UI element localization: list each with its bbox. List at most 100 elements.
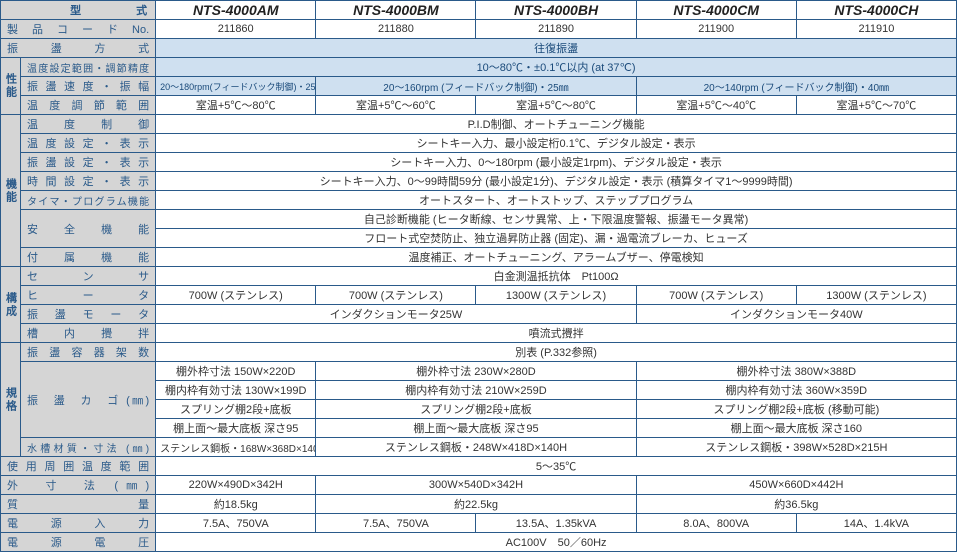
rack-label: 振 盪 容 器 架 数 [21,343,156,362]
row-aux: 付 属 機 能 温度補正、オートチューニング、アラームブザー、停電検知 [1,248,957,267]
model-1: NTS-4000BM [316,1,476,20]
temp-set-value: シートキー入力、最小設定桁0.1℃、デジタル設定・表示 [156,134,957,153]
osc-set-label: 振 盪 設 定 ・ 表 示 [21,153,156,172]
timer-label: タイマ・プログラム機能 [21,191,156,210]
row-osc-set: 振 盪 設 定 ・ 表 示 シートキー入力、0～180rpm (最小設定1rpm… [1,153,957,172]
code-0: 211860 [156,20,316,39]
row-sensor: 構成 セ ン サ 白金測温抵抗体 Pt100Ω [1,267,957,286]
stir-value: 噴流式攪拌 [156,324,957,343]
temp-adj-5: 室温+5℃～70℃ [796,96,956,115]
osc-speed-label: 振 盪 速 度 ・ 振 幅 [21,77,156,96]
row-temp-range: 性能 温度設定範囲・調節精度 10～80℃・±0.1℃以内 (at 37℃) [1,58,957,77]
tank-c: ステンレス鋼板・398W×528D×215H [636,438,956,457]
safety-l2: フロート式空焚防止、独立過昇防止器 (固定)、漏・過電流ブレーカ、ヒューズ [156,229,957,248]
basket-2b: 棚内枠有効寸法 210W×259D [316,381,636,400]
row-temp-ctrl: 機能 温 度 制 御 P.I.D制御、オートチューニング機能 [1,115,957,134]
tank-label: 水槽材質・寸法 (㎜) [21,438,156,457]
basket-1a: 棚外枠寸法 150W×220D [156,362,316,381]
voltage-label: 電 源 電 圧 [1,533,156,552]
basket-3b: スプリング棚2段+底板 [316,400,636,419]
spec-table: 型 式 NTS-4000AM NTS-4000BM NTS-4000BH NTS… [0,0,957,552]
heater-5: 1300W (ステンレス) [796,286,956,305]
basket-4b: 棚上面～最大底板 深さ95 [316,419,636,438]
temp-adj-1: 室温+5℃～80℃ [156,96,316,115]
code-1: 211880 [316,20,476,39]
heater-label: ヒ ー タ [21,286,156,305]
heater-4: 700W (ステンレス) [636,286,796,305]
osc-speed-3: 20～140rpm (フィードバック制御)・40㎜ [636,77,956,96]
stir-label: 槽 内 攪 拌 [21,324,156,343]
power-1: 7.5A、750VA [156,514,316,533]
group-spec: 規格 [1,343,21,457]
row-temp-adj: 温 度 調 節 範 囲 室温+5℃～80℃ 室温+5℃～60℃ 室温+5℃～80… [1,96,957,115]
safety-label: 安 全 機 能 [21,210,156,248]
sensor-value: 白金測温抵抗体 Pt100Ω [156,267,957,286]
time-set-label: 時 間 設 定 ・ 表 示 [21,172,156,191]
group-comp: 構成 [1,267,21,343]
dims-c: 450W×660D×442H [636,476,956,495]
row-dims: 外 寸 法 (㎜) 220W×490D×342H 300W×540D×342H … [1,476,957,495]
code-4: 211910 [796,20,956,39]
power-4: 8.0A、800VA [636,514,796,533]
temp-adj-4: 室温+5℃～40℃ [636,96,796,115]
mass-c: 約36.5kg [636,495,956,514]
rack-value: 別表 (P.332参照) [156,343,957,362]
motor-label: 振 盪 モ ー タ [21,305,156,324]
row-power: 電 源 入 力 7.5A、750VA 7.5A、750VA 13.5A、1.35… [1,514,957,533]
heater-2: 700W (ステンレス) [316,286,476,305]
temp-range-value: 10～80℃・±0.1℃以内 (at 37℃) [156,58,957,77]
group-perf: 性能 [1,58,21,115]
dims-b: 300W×540D×342H [316,476,636,495]
power-5: 14A、1.4kVA [796,514,956,533]
temp-adj-label: 温 度 調 節 範 囲 [21,96,156,115]
tank-b: ステンレス鋼板・248W×418D×140H [316,438,636,457]
model-4: NTS-4000CH [796,1,956,20]
ambient-label: 使 用 周 囲 温 度 範 囲 [1,457,156,476]
heater-1: 700W (ステンレス) [156,286,316,305]
basket-4a: 棚上面～最大底板 深さ95 [156,419,316,438]
row-basket-1: 振 盪 カ ゴ (㎜) 棚外枠寸法 150W×220D 棚外枠寸法 230W×2… [1,362,957,381]
row-heater: ヒ ー タ 700W (ステンレス) 700W (ステンレス) 1300W (ス… [1,286,957,305]
power-label: 電 源 入 力 [1,514,156,533]
row-temp-set: 温 度 設 定 ・ 表 示 シートキー入力、最小設定桁0.1℃、デジタル設定・表… [1,134,957,153]
power-3: 13.5A、1.35kVA [476,514,636,533]
basket-3a: スプリング棚2段+底板 [156,400,316,419]
motor-1: インダクションモータ25W [156,305,636,324]
model-2: NTS-4000BH [476,1,636,20]
motor-2: インダクションモータ40W [636,305,956,324]
osc-speed-2: 20～160rpm (フィードバック制御)・25㎜ [316,77,636,96]
row-stir: 槽 内 攪 拌 噴流式攪拌 [1,324,957,343]
ambient-value: 5～35℃ [156,457,957,476]
temp-range-label: 温度設定範囲・調節精度 [21,58,156,77]
model-0: NTS-4000AM [156,1,316,20]
row-tank: 水槽材質・寸法 (㎜) ステンレス鋼板・168W×368D×140H ステンレス… [1,438,957,457]
timer-value: オートスタート、オートストップ、ステッププログラム [156,191,957,210]
time-set-value: シートキー入力、0～99時間59分 (最小設定1分)、デジタル設定・表示 (積算… [156,172,957,191]
heater-3: 1300W (ステンレス) [476,286,636,305]
row-model: 型 式 NTS-4000AM NTS-4000BM NTS-4000BH NTS… [1,1,957,20]
row-safety-1: 安 全 機 能 自己診断機能 (ヒータ断線、センサ異常、上・下限温度警報、振盪モ… [1,210,957,229]
row-osc-method: 振 盪 方 式 往復振盪 [1,39,957,58]
osc-set-value: シートキー入力、0～180rpm (最小設定1rpm)、デジタル設定・表示 [156,153,957,172]
safety-l1: 自己診断機能 (ヒータ断線、センサ異常、上・下限温度警報、振盪モータ異常) [156,210,957,229]
dims-label: 外 寸 法 (㎜) [1,476,156,495]
tank-a: ステンレス鋼板・168W×368D×140H [156,438,316,457]
row-voltage: 電 源 電 圧 AC100V 50／60Hz [1,533,957,552]
aux-value: 温度補正、オートチューニング、アラームブザー、停電検知 [156,248,957,267]
row-osc-speed: 振 盪 速 度 ・ 振 幅 20～180rpm(フィードバック制御)・25㎜ 2… [1,77,957,96]
code-label: 製 品 コ ー ド No. [1,20,156,39]
model-3: NTS-4000CM [636,1,796,20]
basket-1b: 棚外枠寸法 230W×280D [316,362,636,381]
basket-2c: 棚内枠有効寸法 360W×359D [636,381,956,400]
temp-set-label: 温 度 設 定 ・ 表 示 [21,134,156,153]
sensor-label: セ ン サ [21,267,156,286]
code-2: 211890 [476,20,636,39]
row-code: 製 品 コ ー ド No. 211860 211880 211890 21190… [1,20,957,39]
mass-b: 約22.5kg [316,495,636,514]
temp-adj-2: 室温+5℃～60℃ [316,96,476,115]
power-2: 7.5A、750VA [316,514,476,533]
temp-ctrl-label: 温 度 制 御 [21,115,156,134]
temp-ctrl-value: P.I.D制御、オートチューニング機能 [156,115,957,134]
row-timer: タイマ・プログラム機能 オートスタート、オートストップ、ステッププログラム [1,191,957,210]
row-motor: 振 盪 モ ー タ インダクションモータ25W インダクションモータ40W [1,305,957,324]
